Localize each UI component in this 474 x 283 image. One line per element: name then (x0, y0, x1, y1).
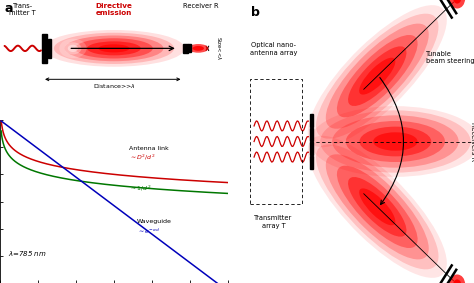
Ellipse shape (326, 154, 429, 260)
Text: $\mathdefault{\sim}D^2/d^2$: $\mathdefault{\sim}D^2/d^2$ (129, 153, 156, 162)
Text: Receiver R: Receiver R (182, 3, 219, 9)
Ellipse shape (373, 132, 418, 151)
Ellipse shape (346, 121, 445, 162)
Bar (310, 142, 313, 155)
Ellipse shape (453, 279, 461, 283)
Text: $\mathdefault{\sim}1/d^2$: $\mathdefault{\sim}1/d^2$ (129, 184, 152, 193)
Ellipse shape (54, 33, 174, 64)
Ellipse shape (453, 0, 461, 4)
Text: $\mathdefault{\sim}e^{-\alpha d}$: $\mathdefault{\sim}e^{-\alpha d}$ (137, 227, 160, 236)
Text: Distance>>$\lambda$: Distance>>$\lambda$ (92, 82, 136, 90)
Bar (42, 34, 47, 63)
Ellipse shape (337, 166, 418, 248)
Ellipse shape (320, 110, 471, 173)
Ellipse shape (348, 177, 407, 237)
Text: Waveguide: Waveguide (137, 219, 172, 224)
Ellipse shape (359, 127, 431, 156)
Ellipse shape (449, 275, 465, 283)
Ellipse shape (449, 0, 465, 8)
Bar (249, 79, 302, 204)
Ellipse shape (308, 136, 447, 278)
Ellipse shape (43, 30, 184, 67)
Bar (183, 44, 188, 53)
Text: Tunable
beam steering: Tunable beam steering (426, 51, 474, 65)
Ellipse shape (326, 23, 429, 129)
Bar (310, 128, 313, 141)
Bar (310, 156, 313, 169)
Text: a: a (5, 2, 13, 15)
Text: Antenna link: Antenna link (129, 146, 169, 151)
Ellipse shape (337, 35, 418, 117)
Text: Size<<$\lambda$: Size<<$\lambda$ (215, 36, 223, 61)
Ellipse shape (87, 41, 141, 55)
Ellipse shape (188, 44, 209, 53)
Ellipse shape (359, 188, 395, 225)
Ellipse shape (359, 58, 395, 95)
Ellipse shape (99, 44, 129, 52)
Ellipse shape (64, 42, 82, 54)
Ellipse shape (316, 14, 438, 139)
Text: b: b (251, 6, 260, 19)
Bar (48, 39, 51, 58)
Ellipse shape (59, 39, 87, 58)
Ellipse shape (332, 115, 459, 168)
Text: Transmitter
array T: Transmitter array T (255, 215, 292, 229)
Ellipse shape (310, 106, 474, 177)
Ellipse shape (308, 5, 447, 147)
Text: Optical nano-
antenna array: Optical nano- antenna array (250, 42, 297, 56)
Ellipse shape (68, 45, 78, 52)
Ellipse shape (64, 35, 164, 61)
Text: $\lambda$=785 nm: $\lambda$=785 nm (8, 249, 46, 258)
Bar (310, 114, 313, 127)
Ellipse shape (192, 46, 204, 51)
Text: Receivers R: Receivers R (470, 122, 474, 161)
Ellipse shape (348, 46, 407, 106)
Ellipse shape (316, 144, 438, 269)
Bar (189, 44, 191, 52)
Ellipse shape (75, 38, 153, 59)
Text: Directive
emission: Directive emission (95, 3, 132, 16)
Text: Trans-
mitter T: Trans- mitter T (9, 3, 36, 16)
